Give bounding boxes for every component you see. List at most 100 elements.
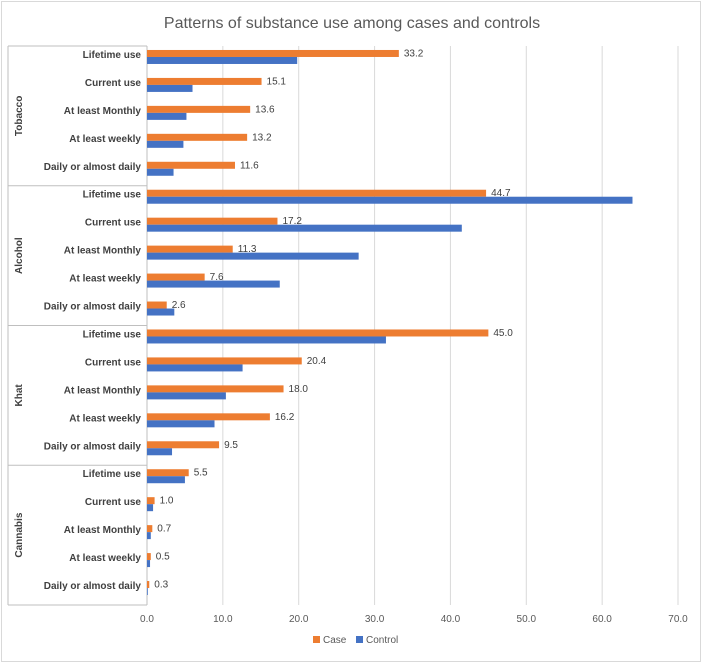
category-label: Lifetime use <box>83 329 142 340</box>
bar-case <box>147 441 220 449</box>
data-label-case: 11.3 <box>238 244 257 255</box>
bar-control <box>147 420 215 428</box>
category-label: Daily or almost daily <box>44 581 142 592</box>
bar-control <box>147 168 174 176</box>
bar-case <box>147 217 278 225</box>
x-tick-label: 30.0 <box>365 614 385 625</box>
bar-control <box>147 56 298 64</box>
category-label: At least weekly <box>69 274 141 285</box>
bar-control <box>147 588 148 596</box>
bar-case <box>147 105 251 113</box>
bar-case <box>147 525 153 533</box>
bar-control <box>147 364 243 372</box>
bar-control <box>147 224 462 232</box>
category-label: At least Monthly <box>64 525 142 536</box>
legend-label: Control <box>366 635 398 646</box>
group-label: Khat <box>14 384 25 407</box>
bar-case <box>147 161 235 169</box>
bar-case <box>147 357 302 365</box>
data-label-case: 13.6 <box>255 104 275 115</box>
data-label-case: 1.0 <box>160 496 174 507</box>
bar-control <box>147 392 226 400</box>
category-label: Lifetime use <box>83 469 142 480</box>
bar-case <box>147 273 205 281</box>
data-label-case: 44.7 <box>491 188 511 199</box>
legend-swatch <box>356 636 363 643</box>
bar-case <box>147 245 233 253</box>
data-label-case: 0.7 <box>157 524 171 535</box>
data-label-case: 7.6 <box>210 272 224 283</box>
category-label: Current use <box>85 78 142 89</box>
data-label-case: 15.1 <box>267 76 287 87</box>
bar-case <box>147 497 155 505</box>
category-label: At least Monthly <box>64 385 142 396</box>
group-label: Tobacco <box>14 96 25 136</box>
bar-case <box>147 301 167 309</box>
data-label-case: 45.0 <box>493 328 513 339</box>
bar-control <box>147 336 386 344</box>
legend: Case Control <box>313 635 398 646</box>
category-label: Current use <box>85 497 142 508</box>
bar-case <box>147 581 150 589</box>
bar-control <box>147 532 151 540</box>
category-label: Daily or almost daily <box>44 162 142 173</box>
group-label: Cannabis <box>14 512 25 557</box>
category-label: Lifetime use <box>83 50 142 61</box>
data-label-case: 2.6 <box>172 300 186 311</box>
bar-control <box>147 476 185 484</box>
data-label-case: 18.0 <box>289 384 309 395</box>
bar-control <box>147 140 184 148</box>
legend-label: Case <box>323 635 347 646</box>
category-label: Current use <box>85 357 142 368</box>
data-label-case: 33.2 <box>404 48 424 59</box>
data-label-case: 16.2 <box>275 412 295 423</box>
category-label: At least Monthly <box>64 246 142 257</box>
x-tick-label: 0.0 <box>140 614 154 625</box>
group-label: Alcohol <box>14 237 25 274</box>
data-label-case: 11.6 <box>240 160 259 171</box>
data-label-case: 0.5 <box>156 552 170 563</box>
bar-control <box>147 560 151 568</box>
bar-case <box>147 553 151 561</box>
data-label-case: 20.4 <box>307 356 327 367</box>
bar-control <box>147 504 154 512</box>
category-label: Daily or almost daily <box>44 302 142 313</box>
x-tick-label: 40.0 <box>441 614 461 625</box>
x-tick-label: 50.0 <box>517 614 537 625</box>
bar-control <box>147 84 193 92</box>
bars <box>147 49 633 596</box>
bar-case <box>147 469 189 477</box>
category-label: At least weekly <box>69 553 141 564</box>
bar-case <box>147 133 248 141</box>
category-label: Daily or almost daily <box>44 441 142 452</box>
data-label-case: 5.5 <box>194 468 208 479</box>
bar-control <box>147 448 173 456</box>
bar-control <box>147 252 359 260</box>
legend-swatch <box>313 636 320 643</box>
bar-control <box>147 196 633 204</box>
gridlines <box>146 46 679 605</box>
chart-title: Patterns of substance use among cases an… <box>164 15 540 32</box>
x-tick-label: 60.0 <box>592 614 612 625</box>
data-label-case: 9.5 <box>224 440 238 451</box>
bar-case <box>147 77 262 85</box>
bar-control <box>147 308 175 316</box>
category-label: At least weekly <box>69 413 141 424</box>
x-tick-label: 20.0 <box>289 614 309 625</box>
bar-case <box>147 413 270 421</box>
axis-labels: 0.0 10.0 20.0 30.0 40.0 50.0 60.0 70.0 Lifetime … <box>14 48 688 625</box>
x-tick-label: 10.0 <box>213 614 233 625</box>
bar-control <box>147 280 280 288</box>
category-label: Lifetime use <box>83 190 142 201</box>
category-label: At least weekly <box>69 134 141 145</box>
data-label-case: 13.2 <box>252 132 272 143</box>
data-label-case: 17.2 <box>282 216 302 227</box>
category-label: At least Monthly <box>64 106 142 117</box>
bar-control <box>147 112 187 120</box>
bar-case <box>147 189 487 197</box>
data-label-case: 0.3 <box>154 580 168 591</box>
category-dividers <box>7 45 148 606</box>
x-tick-label: 70.0 <box>668 614 688 625</box>
